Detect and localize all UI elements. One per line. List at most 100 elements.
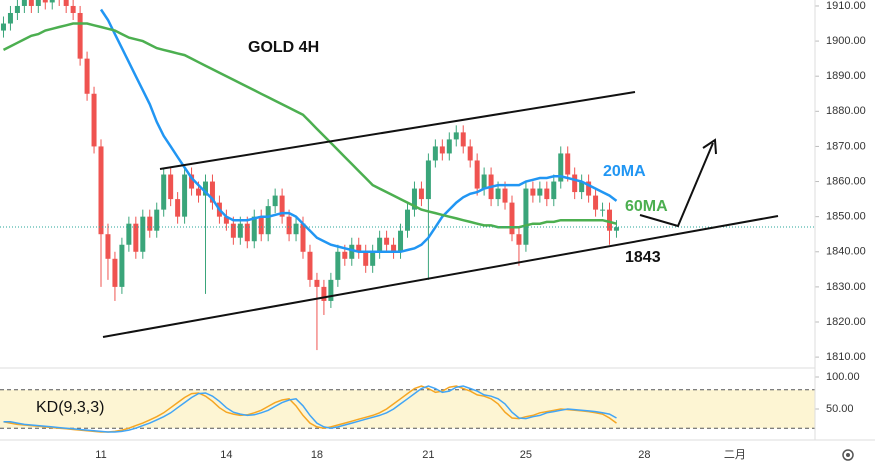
candle-body xyxy=(391,244,397,252)
candle-body xyxy=(446,139,452,154)
candle-body xyxy=(398,230,404,252)
candle-body xyxy=(363,251,369,266)
candle-body xyxy=(565,153,571,175)
candle-body xyxy=(98,146,104,235)
candle-body xyxy=(279,195,285,217)
forecast-arrow xyxy=(639,142,714,228)
candle-body xyxy=(502,188,508,203)
x-tick-label: 25 xyxy=(520,449,532,461)
candle-body xyxy=(293,223,299,235)
candle-body xyxy=(411,188,417,210)
candle-body xyxy=(328,279,334,301)
y-tick-label: 1850.00 xyxy=(826,211,866,223)
candle-body xyxy=(196,188,202,196)
candle-body xyxy=(607,209,613,231)
y-tick-label: 1830.00 xyxy=(826,281,866,293)
candle-body xyxy=(49,0,55,3)
ma60-label: 60MA xyxy=(625,198,668,215)
ma-line xyxy=(99,8,618,254)
y-tick-label: 50.00 xyxy=(826,403,854,415)
x-tick-label: 二月 xyxy=(724,449,746,461)
candle-body xyxy=(537,188,543,196)
candle-body xyxy=(140,216,146,252)
candle-body xyxy=(175,199,181,217)
settings-icon[interactable] xyxy=(842,449,854,461)
y-tick-label: 1840.00 xyxy=(826,246,866,258)
ma20-label: 20MA xyxy=(603,163,646,180)
indicator-band xyxy=(0,389,815,429)
candle-body xyxy=(439,146,445,154)
candle-body xyxy=(182,174,188,217)
candle-body xyxy=(335,251,341,280)
candle-body xyxy=(63,0,69,6)
candle-body xyxy=(189,174,195,189)
candle-body xyxy=(544,188,550,200)
y-tick-label: 1900.00 xyxy=(826,35,866,47)
candle-body xyxy=(272,195,278,207)
candle-body xyxy=(237,223,243,238)
candle-body xyxy=(370,251,376,266)
candle-body xyxy=(586,181,592,196)
indicator-title: KD(9,3,3) xyxy=(36,399,104,416)
candle-body xyxy=(530,188,536,196)
candle-body xyxy=(265,206,271,235)
candle-body xyxy=(579,181,585,193)
candle-body xyxy=(70,5,76,13)
indicator-line xyxy=(3,385,617,433)
x-tick-label: 14 xyxy=(220,449,232,461)
candle-body xyxy=(460,132,466,147)
candle-body xyxy=(523,188,529,245)
candle-body xyxy=(119,244,125,287)
candle-body xyxy=(405,209,410,231)
candle-body xyxy=(202,181,208,196)
candle-body xyxy=(467,146,473,161)
candle-body xyxy=(112,258,118,287)
candle-body xyxy=(223,216,229,224)
candle-body xyxy=(133,223,139,252)
y-tick-label: 1880.00 xyxy=(826,105,866,117)
x-tick-label: 21 xyxy=(422,449,434,461)
y-tick-label: 1890.00 xyxy=(826,70,866,82)
candle-body xyxy=(251,216,257,242)
channel-upper xyxy=(159,91,636,170)
candle-body xyxy=(558,153,564,182)
candle-body xyxy=(342,251,348,259)
candle-body xyxy=(77,12,83,59)
ma-line xyxy=(2,22,617,229)
y-tick-label: 1910.00 xyxy=(826,0,866,12)
x-tick-label: 28 xyxy=(638,449,650,461)
candle-body xyxy=(432,146,438,161)
chart-title: GOLD 4H xyxy=(248,39,319,56)
x-tick-label: 18 xyxy=(311,449,323,461)
candle-body xyxy=(481,174,487,189)
candle-body xyxy=(593,195,599,210)
x-tick-label: 11 xyxy=(95,449,106,461)
candle-body xyxy=(244,223,250,242)
y-tick-label: 1820.00 xyxy=(826,316,866,328)
candle-body xyxy=(0,23,6,31)
candle-body xyxy=(230,223,236,238)
candle-body xyxy=(7,12,13,24)
candle-body xyxy=(300,223,306,252)
candle-body xyxy=(84,58,90,94)
y-tick-label: 100.00 xyxy=(826,371,860,383)
candle-body xyxy=(42,0,48,3)
candle-body xyxy=(474,160,480,189)
candle-body xyxy=(286,216,292,235)
y-tick-label: 1870.00 xyxy=(826,140,866,152)
candle-body xyxy=(258,216,264,235)
y-tick-label: 1860.00 xyxy=(826,175,866,187)
y-tick-label: 1810.00 xyxy=(826,351,866,363)
gear[interactable] xyxy=(842,449,854,461)
candle-body xyxy=(91,93,97,147)
candle-body xyxy=(613,227,619,231)
candle-body xyxy=(154,209,160,231)
candle-body xyxy=(105,234,111,259)
price-annotation: 1843 xyxy=(625,249,661,266)
candle-body xyxy=(572,174,578,193)
candle-body xyxy=(21,0,27,6)
gear-center[interactable] xyxy=(846,453,850,457)
candle-body xyxy=(600,209,606,211)
candle-body xyxy=(356,244,362,252)
candle-body xyxy=(321,286,327,301)
